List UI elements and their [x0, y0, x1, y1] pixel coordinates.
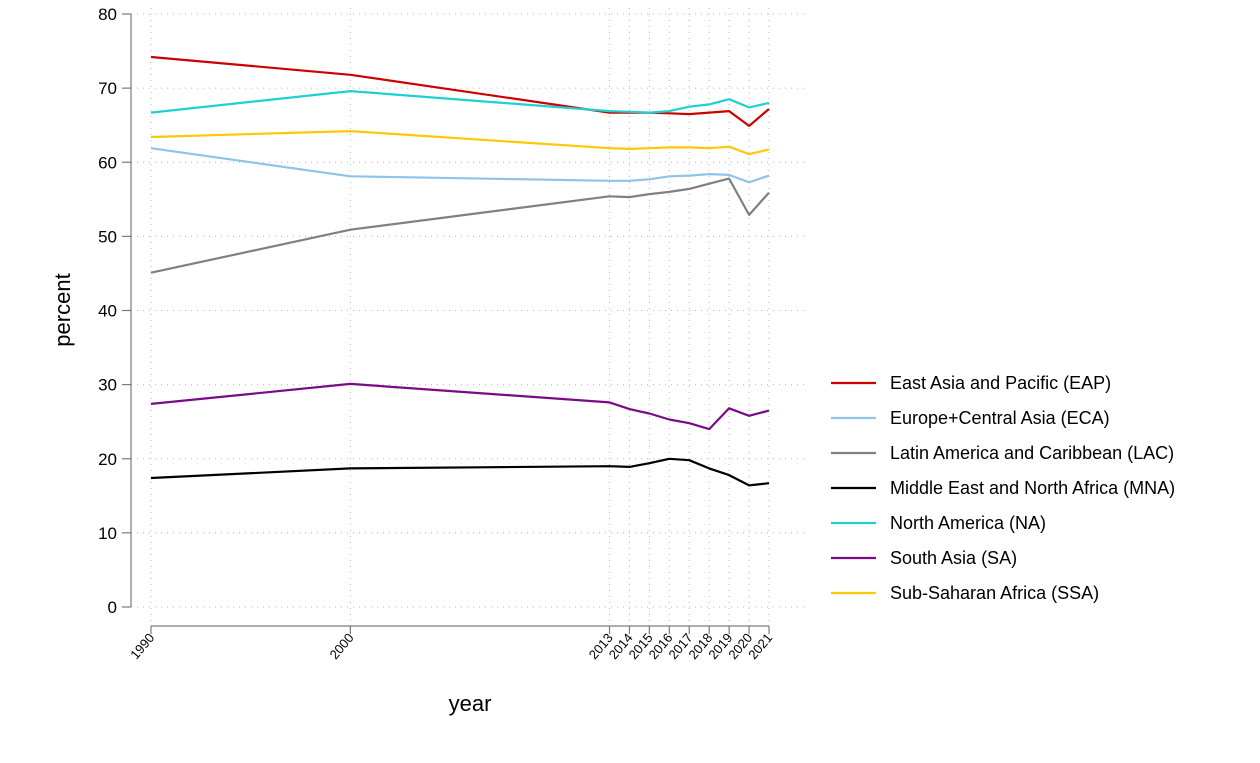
y-tick-label: 0 — [108, 598, 117, 617]
x-axis-ticks: 1990 2000 20132014201520162017201820192020… — [127, 626, 775, 662]
series-line-7 — [150, 130, 770, 156]
legend-item: Latin America and Caribbean (LAC) — [831, 443, 1174, 463]
y-tick-label: 20 — [98, 450, 117, 469]
y-tick-label: 10 — [98, 524, 117, 543]
x-axis-title: year — [449, 691, 492, 716]
legend-label: South Asia (SA) — [890, 548, 1017, 568]
series-line-2 — [150, 147, 770, 184]
y-tick-label: 40 — [98, 302, 117, 321]
series-line-3 — [150, 177, 770, 274]
y-axis-title: percent — [50, 273, 75, 346]
legend-item: Europe+Central Asia (ECA) — [831, 408, 1110, 428]
axes — [130, 14, 769, 627]
series-line-1 — [150, 55, 770, 128]
legend-label: East Asia and Pacific (EAP) — [890, 373, 1111, 393]
x-tick-label: 1990 — [127, 630, 157, 662]
x-tick-label: 2021 — [745, 630, 775, 662]
legend-item: North America (NA) — [831, 513, 1046, 533]
legend-item: East Asia and Pacific (EAP) — [831, 373, 1111, 393]
y-tick-label: 60 — [98, 153, 117, 172]
series-lines — [150, 55, 770, 487]
series-line-6 — [150, 382, 770, 431]
legend-item: South Asia (SA) — [831, 548, 1017, 568]
y-tick-label: 80 — [98, 5, 117, 24]
legend: East Asia and Pacific (EAP) Europe+Centra… — [831, 373, 1175, 603]
legend-item: Sub-Saharan Africa (SSA) — [831, 583, 1099, 603]
series-line-5 — [150, 89, 770, 114]
x-tick-label: 2000 — [327, 630, 357, 662]
legend-label: Europe+Central Asia (ECA) — [890, 408, 1110, 428]
legend-item: Middle East and North Africa (MNA) — [831, 478, 1175, 498]
y-axis-ticks: 0 10 20 30 40 50 60 70 80 — [98, 5, 131, 617]
legend-label: Latin America and Caribbean (LAC) — [890, 443, 1174, 463]
legend-label: Middle East and North Africa (MNA) — [890, 478, 1175, 498]
y-tick-label: 50 — [98, 227, 117, 246]
y-tick-label: 30 — [98, 376, 117, 395]
y-tick-label: 70 — [98, 79, 117, 98]
series-line-4 — [150, 457, 770, 487]
legend-label: Sub-Saharan Africa (SSA) — [890, 583, 1099, 603]
legend-label: North America (NA) — [890, 513, 1046, 533]
